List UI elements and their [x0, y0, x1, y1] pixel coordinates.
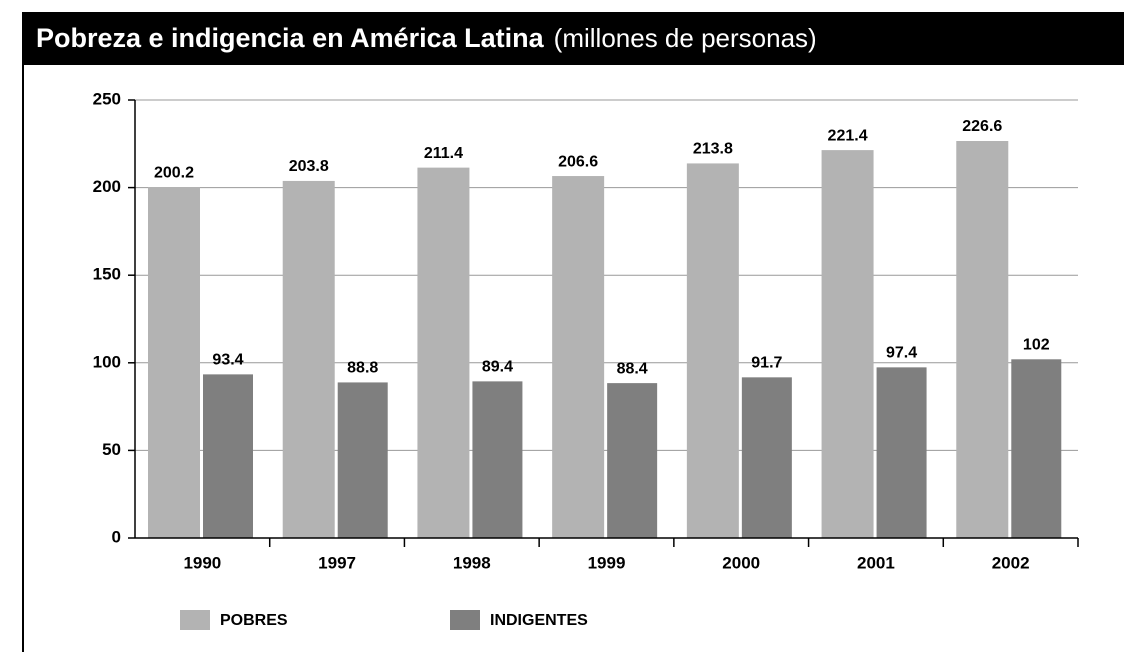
x-tick-label: 1998 — [453, 553, 491, 572]
x-tick-label: 2002 — [992, 553, 1030, 572]
y-tick-label: 50 — [102, 440, 121, 459]
y-tick-label: 100 — [93, 352, 121, 371]
value-label: 102 — [1023, 337, 1050, 354]
legend-swatch — [180, 610, 210, 630]
y-tick-label: 200 — [93, 177, 121, 196]
bar — [472, 381, 523, 538]
value-label: 206.6 — [558, 153, 598, 170]
bar — [203, 374, 253, 538]
value-label: 91.7 — [751, 355, 782, 372]
bar — [741, 377, 792, 538]
y-tick-label: 250 — [93, 89, 121, 108]
legend-label: INDIGENTES — [490, 612, 588, 629]
bar — [876, 367, 927, 538]
bar — [1011, 359, 1062, 538]
bar — [552, 176, 605, 538]
chart-title: Pobreza e indigencia en América Latina — [36, 23, 545, 53]
x-tick-label: 2000 — [722, 553, 760, 572]
value-label: 211.4 — [424, 145, 463, 162]
y-tick-label: 0 — [112, 527, 121, 546]
x-tick-label: 1997 — [318, 553, 356, 572]
x-tick-label: 2001 — [857, 553, 895, 572]
bar — [956, 140, 1009, 538]
value-label: 88.8 — [347, 360, 378, 377]
title-bar — [22, 12, 1124, 65]
legend-swatch — [450, 610, 480, 630]
value-label: 97.4 — [886, 345, 917, 362]
y-tick-label: 150 — [93, 265, 121, 284]
value-label: 93.4 — [212, 352, 243, 369]
legend-label: POBRES — [220, 612, 288, 629]
value-label: 89.4 — [482, 359, 513, 376]
value-label: 226.6 — [962, 118, 1002, 135]
bar — [417, 167, 470, 538]
value-label: 213.8 — [693, 141, 733, 158]
bar — [821, 150, 874, 539]
chart-subtitle: (millones de personas) — [554, 23, 817, 53]
bar — [148, 187, 200, 538]
bar — [337, 382, 388, 538]
x-tick-label: 1990 — [183, 553, 221, 572]
value-label: 221.4 — [828, 127, 868, 144]
value-label: 203.8 — [289, 158, 329, 175]
value-label: 88.4 — [617, 360, 648, 377]
x-tick-label: 1999 — [588, 553, 626, 572]
bar — [686, 163, 739, 538]
value-label: 200.2 — [154, 164, 194, 181]
bar — [282, 180, 335, 539]
bar — [607, 383, 658, 538]
